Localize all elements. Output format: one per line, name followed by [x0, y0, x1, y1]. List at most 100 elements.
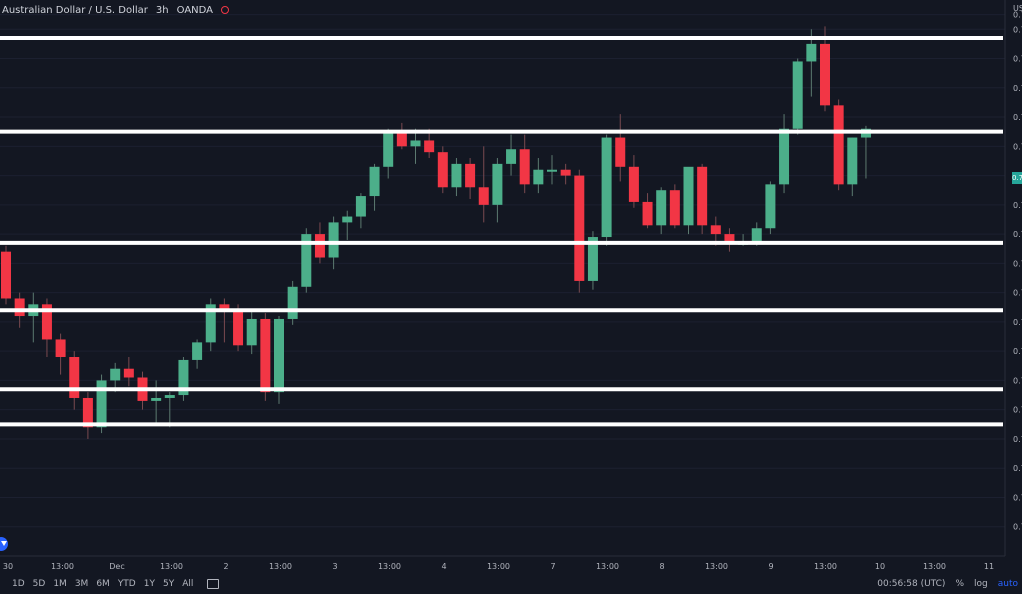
time-tick-label: 13:00: [51, 562, 74, 571]
candle: [574, 169, 585, 293]
candle-body: [492, 163, 503, 205]
scroll-to-realtime-icon[interactable]: [0, 537, 8, 551]
candle: [615, 114, 626, 182]
interval-label[interactable]: 3h: [155, 4, 169, 16]
price-tick-label: 0.7360: [1013, 289, 1022, 298]
price-tick-label: 0.7320: [1013, 406, 1022, 415]
log-toggle[interactable]: log: [974, 579, 988, 589]
time-tick-label: 13:00: [269, 562, 292, 571]
candle: [683, 166, 694, 235]
candle-body: [233, 310, 244, 346]
candle-body: [779, 128, 790, 185]
candle-body: [792, 61, 803, 129]
candle-body: [410, 140, 421, 147]
time-tick-label: 8: [659, 562, 664, 571]
candle: [396, 122, 407, 150]
current-price-tag: 0.7416: [1012, 172, 1022, 184]
candle: [383, 128, 394, 179]
utc-clock[interactable]: 00:56:58 (UTC): [877, 579, 946, 589]
candle-body: [547, 169, 557, 172]
candle-body: [437, 152, 448, 188]
candle: [219, 298, 230, 343]
time-tick-label: 4: [441, 562, 446, 571]
time-tick-label: 10: [875, 562, 885, 571]
time-tick-label: Dec: [109, 562, 124, 571]
price-tick-label: 0.7340: [1013, 347, 1022, 356]
candle: [724, 228, 735, 252]
range-button-6m[interactable]: 6M: [96, 579, 110, 589]
range-button-ytd[interactable]: YTD: [117, 579, 136, 589]
candle: [833, 99, 844, 191]
range-button-1d[interactable]: 1D: [12, 579, 25, 589]
candle-body: [69, 357, 80, 398]
range-button-5d[interactable]: 5D: [32, 579, 46, 589]
symbol-legend[interactable]: Australian Dollar / U.S. Dollar 3h OANDA: [2, 2, 230, 18]
percent-toggle[interactable]: %: [955, 579, 964, 589]
candle-body: [369, 166, 380, 197]
candle: [519, 134, 530, 194]
range-button-3m[interactable]: 3M: [74, 579, 89, 589]
candle-body: [587, 237, 598, 281]
candle-body: [820, 43, 830, 106]
candle-body: [724, 234, 735, 243]
candle: [260, 313, 271, 401]
candle: [547, 155, 557, 185]
candle: [164, 392, 175, 428]
price-tick-label: 0.7330: [1013, 376, 1022, 385]
range-button-1y[interactable]: 1Y: [143, 579, 155, 589]
price-tick-label: 0.7450: [1013, 25, 1022, 34]
price-axis-bg: [1005, 0, 1022, 556]
candle-body: [14, 298, 25, 317]
price-tick-label: 0.7290: [1013, 493, 1022, 502]
time-tick-label: 13:00: [923, 562, 946, 571]
candle-body: [683, 166, 694, 226]
auto-scale-toggle[interactable]: auto: [997, 579, 1018, 589]
candle: [669, 184, 680, 229]
candle: [41, 298, 52, 358]
candle-body: [96, 380, 107, 428]
candle: [123, 357, 134, 387]
market-status-icon: [221, 6, 230, 14]
candle-body: [697, 166, 708, 226]
price-tick-label: 0.7350: [1013, 318, 1022, 327]
candle: [82, 392, 93, 439]
candle-body: [628, 166, 639, 202]
symbol-title[interactable]: Australian Dollar / U.S. Dollar: [2, 4, 148, 16]
candle: [151, 380, 162, 425]
candle-body: [396, 131, 407, 147]
time-tick-label: 3: [332, 562, 337, 571]
calendar-icon[interactable]: [207, 579, 220, 589]
time-axis[interactable]: 30 13:00 Dec 13:00 2 13:00 3 13:00 4 13:00 7 13:00 8…: [0, 555, 1005, 571]
candle-body: [560, 169, 571, 176]
candle-body: [751, 228, 762, 243]
time-tick-label: 13:00: [705, 562, 728, 571]
candle: [478, 146, 489, 223]
price-tick-label: 0.7370: [1013, 259, 1022, 268]
candle: [465, 158, 476, 199]
price-axis[interactable]: 0.7455 0.7450 0.7440 0.7430 0.7420 0.7410 0.74…: [1004, 0, 1022, 556]
range-button-5y[interactable]: 5Y: [162, 579, 175, 589]
candle: [69, 351, 80, 410]
candle: [342, 210, 353, 240]
candle-body: [342, 216, 353, 223]
candle: [779, 114, 790, 194]
horizontal-levels-layer: [0, 36, 1003, 427]
bottom-toolbar: 1D 5D 1M 3M 6M YTD 1Y 5Y All 00:56:58 (UTC) % lo…: [0, 574, 1022, 594]
candle: [697, 163, 708, 235]
candle: [628, 155, 639, 208]
candle: [355, 193, 366, 229]
range-button-1m[interactable]: 1M: [53, 579, 67, 589]
time-tick-label: 11: [984, 562, 994, 571]
candle-body: [424, 140, 435, 153]
candle-body: [506, 149, 517, 164]
candle: [301, 228, 312, 293]
candle-body: [533, 169, 544, 185]
grid-lines: [0, 14, 1005, 528]
time-tick-label: 30: [3, 562, 13, 571]
candle-body: [328, 222, 339, 258]
candle-body: [246, 318, 257, 346]
time-tick-label: 9: [768, 562, 773, 571]
candle-body: [287, 286, 298, 319]
range-button-all[interactable]: All: [182, 579, 194, 589]
